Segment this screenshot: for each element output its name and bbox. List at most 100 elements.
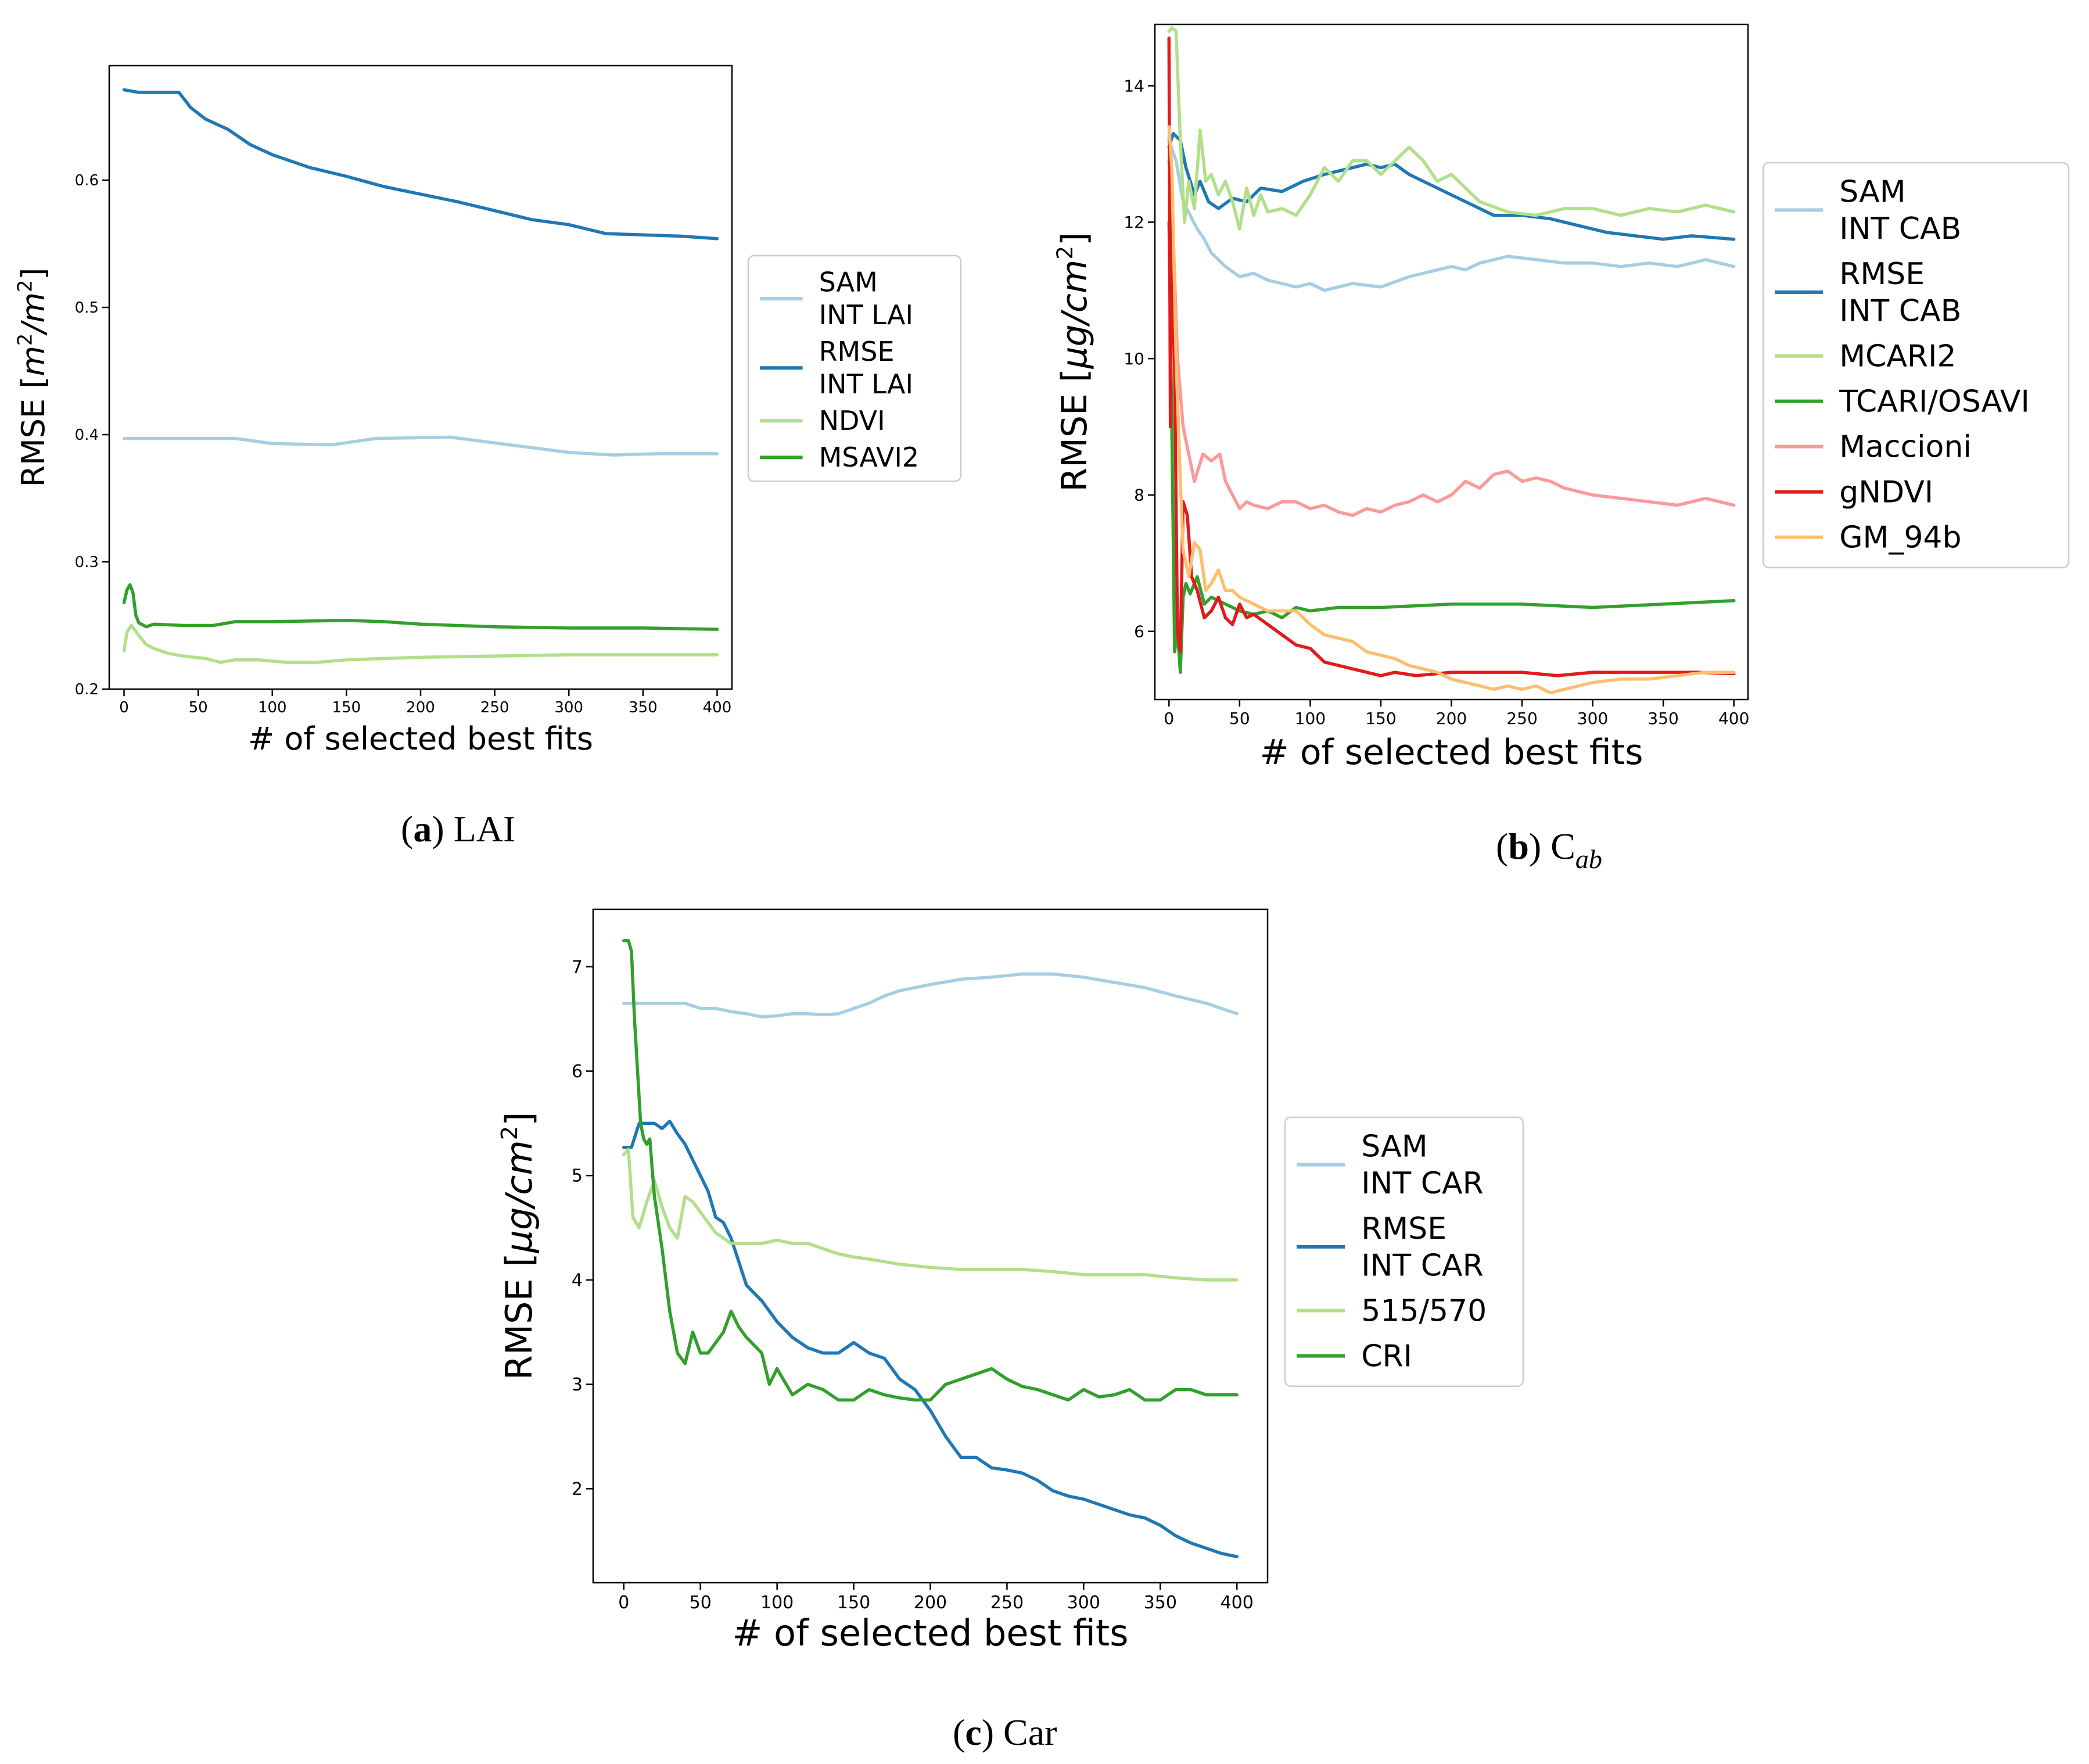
- chart-c: 0 50 100 150 200 250 300 350 400 2 3 4 5 6 7 # of selec…: [497, 908, 1524, 1654]
- legend-label-b-0: SAM INT CAB: [1839, 174, 1961, 246]
- series-line-a-2: [122, 623, 719, 664]
- caption-c-letter: c: [965, 1712, 982, 1753]
- x-tick-label-b-0: 0: [1164, 709, 1174, 728]
- y-label-sup-a: 2: [13, 334, 36, 346]
- y-label-end-c: ]: [498, 1112, 540, 1126]
- caption-a-text: LAI: [453, 808, 516, 849]
- legend-label-line-b-2-0: MCARI2: [1839, 339, 1956, 374]
- legend-label-line-b-0-0: SAM: [1839, 174, 1905, 209]
- legend-label-b-5: gNDVI: [1839, 475, 1933, 510]
- y-tick-label-a-0: 0.2: [75, 681, 99, 698]
- y-axis-label-a: RMSE [m2/m2]: [13, 268, 52, 487]
- caption-a-letter: a: [413, 808, 432, 849]
- series-line-a-3: [122, 583, 719, 631]
- y-label-sup2-a: 2: [13, 280, 36, 292]
- y-label-base-a: RMSE [: [15, 377, 52, 487]
- x-tick-label-b-8: 400: [1718, 709, 1749, 728]
- series-line-c-3: [622, 939, 1239, 1402]
- series-line-b-6: [1167, 125, 1736, 695]
- y-tick-label-c-2: 4: [572, 1270, 583, 1290]
- x-tick-label-a-1: 50: [189, 699, 208, 716]
- x-tick-label-a-0: 0: [119, 699, 129, 716]
- x-tick-label-b-2: 100: [1295, 709, 1326, 728]
- legend-label-line-c-0-1: INT CAR: [1361, 1166, 1484, 1201]
- y-label-base-c: RMSE [: [498, 1253, 540, 1380]
- legend-label-line-a-1-1: INT LAI: [819, 368, 913, 400]
- caption-b-subscript: ab: [1575, 844, 1602, 874]
- y-label-end-b: ]: [1054, 232, 1095, 246]
- x-tick-label-a-6: 300: [554, 699, 583, 716]
- x-tick-label-b-7: 350: [1647, 709, 1678, 728]
- x-tick-label-b-5: 250: [1506, 709, 1537, 728]
- y-tick-label-a-2: 0.4: [75, 426, 99, 444]
- series-line-b-2: [1167, 26, 1736, 231]
- x-tick-label-c-1: 50: [690, 1593, 712, 1613]
- legend-label-line-b-3-0: TCARI/OSAVI: [1839, 384, 2030, 419]
- y-label-sup-b: 2: [1052, 246, 1078, 260]
- legend-label-a-0: SAM INT LAI: [819, 267, 913, 331]
- series-line-b-0: [1167, 138, 1736, 292]
- legend-label-line-c-0-0: SAM: [1361, 1129, 1427, 1164]
- y-axis-label-c: RMSE [μg/cm2]: [497, 1112, 540, 1381]
- x-tick-label-c-5: 250: [990, 1593, 1024, 1613]
- legend-box-b: [1762, 162, 2070, 569]
- legend-label-line-b-6-0: GM_94b: [1839, 520, 1961, 555]
- x-tick-label-b-1: 50: [1229, 709, 1250, 728]
- y-tick-label-c-3: 5: [572, 1166, 583, 1186]
- x-tick-label-b-4: 200: [1436, 709, 1467, 728]
- legend-label-b-4: Maccioni: [1839, 429, 1972, 464]
- series-line-b-3: [1167, 220, 1736, 674]
- caption-b: (b) Cab: [1496, 826, 1602, 874]
- y-tick-label-b-0: 6: [1134, 622, 1144, 641]
- x-tick-label-c-3: 150: [837, 1593, 870, 1613]
- y-tick-label-c-4: 6: [572, 1062, 583, 1082]
- series-line-b-1: [1167, 132, 1736, 241]
- legend-label-line-a-0-1: INT LAI: [819, 299, 913, 331]
- caption-a: (a) LAI: [401, 808, 516, 849]
- x-axis-label-b: # of selected best fits: [1259, 732, 1643, 773]
- x-tick-label-a-8: 400: [703, 699, 732, 716]
- legend-label-c-3: CRI: [1361, 1339, 1412, 1374]
- legend-label-c-0: SAM INT CAR: [1361, 1129, 1484, 1200]
- series-line-b-5: [1167, 36, 1736, 677]
- chart-a: 0 50 100 150 200 250 300 350 400 0.2 0.3 0.4 0.5 0.6 #…: [13, 64, 962, 757]
- x-tick-label-a-5: 250: [480, 699, 509, 716]
- y-label-end-a: ]: [15, 268, 52, 280]
- caption-b-letter: b: [1508, 826, 1529, 867]
- caption-c-text: Car: [1003, 1712, 1057, 1753]
- series-line-c-2: [622, 1148, 1239, 1282]
- y-label-var-a: m: [15, 346, 52, 377]
- legend-label-a-3: MSAVI2: [819, 442, 920, 473]
- x-tick-label-c-4: 200: [914, 1593, 947, 1613]
- x-tick-label-c-6: 300: [1067, 1593, 1100, 1613]
- series-line-b-4: [1167, 159, 1736, 517]
- series-line-c-0: [622, 972, 1239, 1019]
- x-axis-label-a: # of selected best fits: [248, 720, 593, 757]
- y-tick-label-c-0: 2: [572, 1479, 583, 1500]
- y-tick-label-c-5: 7: [572, 957, 583, 977]
- legend-label-c-1: RMSE INT CAR: [1361, 1211, 1484, 1283]
- y-label-var-b: μg/cm: [1054, 260, 1095, 370]
- legend-label-b-1: RMSE INT CAB: [1839, 257, 1961, 328]
- legend-label-line-b-5-0: gNDVI: [1839, 475, 1933, 510]
- y-label-var-c: μg/cm: [498, 1140, 540, 1253]
- y-tick-label-c-1: 3: [572, 1375, 583, 1395]
- x-tick-label-a-3: 150: [332, 699, 361, 716]
- x-tick-label-a-4: 200: [406, 699, 435, 716]
- x-tick-label-c-7: 350: [1144, 1593, 1177, 1613]
- y-axis-label-b: RMSE [μg/cm2]: [1052, 232, 1095, 492]
- plot-frame-c: [592, 908, 1269, 1584]
- legend-label-line-c-3-0: CRI: [1361, 1339, 1412, 1374]
- x-tick-label-b-6: 300: [1577, 709, 1608, 728]
- legend-label-b-6: GM_94b: [1839, 520, 1961, 555]
- legend-label-line-c-1-1: INT CAR: [1361, 1248, 1484, 1283]
- series-line-a-0: [122, 435, 719, 457]
- legend-label-line-c-2-0: 515/570: [1361, 1293, 1487, 1328]
- legend-label-b-3: TCARI/OSAVI: [1839, 384, 2030, 419]
- legend-label-line-a-2-0: NDVI: [819, 405, 885, 436]
- x-tick-label-a-2: 100: [258, 699, 287, 716]
- legend-label-line-b-1-1: INT CAB: [1839, 293, 1961, 328]
- legend-box-a: [747, 254, 962, 482]
